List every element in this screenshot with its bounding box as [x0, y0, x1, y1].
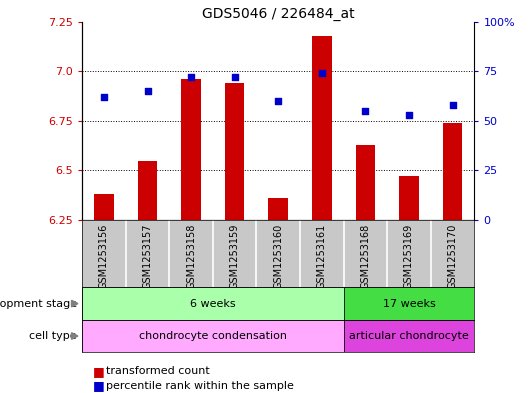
Text: development stage: development stage — [0, 299, 77, 309]
Bar — [343, 320, 474, 352]
Title: GDS5046 / 226484_at: GDS5046 / 226484_at — [202, 7, 355, 20]
Bar — [82, 287, 343, 320]
Bar — [82, 320, 343, 352]
Point — [361, 108, 369, 114]
Text: GSM1253159: GSM1253159 — [229, 223, 240, 289]
Text: ■: ■ — [93, 365, 109, 378]
Point — [187, 74, 196, 80]
Bar — [343, 287, 474, 320]
Bar — [399, 176, 419, 220]
Text: GSM1253157: GSM1253157 — [143, 223, 153, 289]
Text: 17 weeks: 17 weeks — [383, 299, 435, 309]
Text: GSM1253160: GSM1253160 — [273, 223, 283, 289]
Text: ■: ■ — [93, 379, 109, 393]
Point — [274, 98, 282, 104]
Text: GSM1253161: GSM1253161 — [317, 223, 327, 289]
Bar — [94, 194, 114, 220]
Text: cell type: cell type — [29, 331, 77, 341]
Bar — [269, 198, 288, 220]
Text: GSM1253169: GSM1253169 — [404, 223, 414, 289]
Text: GSM1253158: GSM1253158 — [186, 223, 196, 289]
Bar — [181, 79, 201, 220]
Bar — [356, 145, 375, 220]
Point — [448, 102, 457, 108]
Bar — [443, 123, 462, 220]
Text: GSM1253170: GSM1253170 — [447, 223, 457, 289]
Point — [317, 70, 326, 76]
Text: transformed count: transformed count — [106, 366, 210, 376]
Text: chondrocyte condensation: chondrocyte condensation — [139, 331, 287, 341]
Point — [405, 112, 413, 118]
Text: percentile rank within the sample: percentile rank within the sample — [106, 381, 294, 391]
Point — [231, 74, 239, 80]
Point — [100, 94, 108, 100]
Text: GSM1253168: GSM1253168 — [360, 223, 370, 289]
Point — [143, 88, 152, 94]
Bar — [225, 83, 244, 220]
Text: articular chondrocyte: articular chondrocyte — [349, 331, 469, 341]
Text: GSM1253156: GSM1253156 — [99, 223, 109, 289]
Bar — [138, 160, 157, 220]
Bar — [312, 35, 332, 220]
Text: 6 weeks: 6 weeks — [190, 299, 236, 309]
